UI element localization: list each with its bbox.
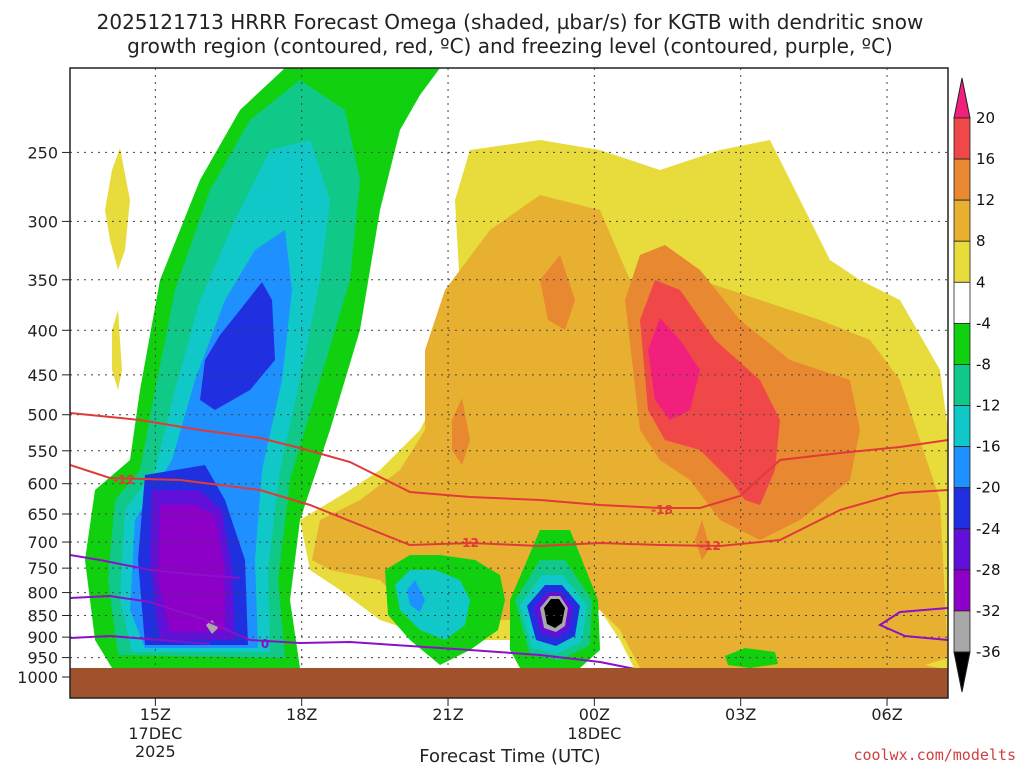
y-tick-label-350: 350 xyxy=(27,271,58,290)
omega-region-left-gray xyxy=(206,620,218,634)
x-tick-label-00Z: 00Z xyxy=(579,705,610,724)
x-tick-label-03Z: 03Z xyxy=(725,705,756,724)
contour-labels: -12 -12 -18 -12 0 xyxy=(113,473,721,651)
colorbar-swatch-2 xyxy=(953,199,971,242)
plot-frame xyxy=(69,67,949,699)
colorbar-label--28: -28 xyxy=(976,561,1001,579)
colorbar-min-triangle xyxy=(953,651,971,693)
y-tick-label-900: 900 xyxy=(27,628,58,647)
omega-region-right-gold xyxy=(312,195,948,668)
omega-region-small-yellow-mid xyxy=(112,310,122,390)
purple-contour-upper xyxy=(70,554,241,579)
omega-region-cell-black xyxy=(544,599,565,628)
colorbar-label-12: 12 xyxy=(976,191,995,209)
y-tick-label-450: 450 xyxy=(27,366,58,385)
x-tick-sublabel-17DEC: 17DEC xyxy=(128,724,182,743)
omega-region-right-magenta xyxy=(648,318,700,420)
purple-contour-right xyxy=(877,607,948,641)
contour-label-3: -18 xyxy=(651,503,673,517)
y-tick-label-700: 700 xyxy=(27,533,58,552)
colorbar-label--8: -8 xyxy=(976,355,991,373)
omega-region-right-orange-small2 xyxy=(695,520,710,560)
colorbar-label-20: 20 xyxy=(976,109,995,127)
y-tick-label-800: 800 xyxy=(27,584,58,603)
colorbar-swatch-11 xyxy=(953,569,971,612)
x-tick-sublabel-2025: 2025 xyxy=(135,742,176,761)
y-axis-ticks: 250 300 350 400 450 500 550 600 650 700 750 800 850 9… xyxy=(17,143,70,687)
colorbar-label--16: -16 xyxy=(976,438,1001,456)
purple-contour-0 xyxy=(70,634,211,645)
x-tick-label-15Z: 15Z xyxy=(140,705,171,724)
omega-region-lower-lightblue xyxy=(407,580,425,612)
omega-region-left-blue-upper xyxy=(200,282,275,410)
chart-title-line-1: 2025121713 HRRR Forecast Omega (shaded, … xyxy=(97,10,924,34)
y-tick-label-650: 650 xyxy=(27,505,58,524)
colorbar-label--36: -36 xyxy=(976,643,1001,661)
contour-label-4: -12 xyxy=(699,539,721,553)
omega-region-small-green-right xyxy=(725,648,778,668)
ground-surface xyxy=(70,668,948,698)
y-tick-label-550: 550 xyxy=(27,442,58,461)
colorbar-swatch-3 xyxy=(953,240,971,283)
omega-region-small-yellow-top xyxy=(105,148,130,270)
y-tick-label-600: 600 xyxy=(27,475,58,494)
contour-label-1: -12 xyxy=(113,473,135,487)
colorbar-label--12: -12 xyxy=(976,397,1001,415)
chart-title-line-2: growth region (contoured, red, ºC) and f… xyxy=(127,34,893,58)
red-contour-upper xyxy=(70,412,948,509)
colorbar-swatch-9 xyxy=(953,487,971,530)
colorbar-label-16: 16 xyxy=(976,150,995,168)
colorbar-swatch-0 xyxy=(953,117,971,160)
grid-lines xyxy=(70,68,948,698)
purple-contour-mid xyxy=(70,594,641,671)
omega-region-small-yellow-right xyxy=(925,658,948,670)
x-axis-title: Forecast Time (UTC) xyxy=(419,746,600,767)
colorbar-label--4: -4 xyxy=(976,314,991,332)
y-tick-label-850: 850 xyxy=(27,607,58,626)
red-contour-lower xyxy=(70,464,948,548)
colorbar: 20 16 12 8 4 -4 -8 -12 -16 -20 -24 -28 -32 -36 xyxy=(953,77,1001,693)
colorbar-swatch-10 xyxy=(953,528,971,571)
credit-text: coolwx.com/modelts xyxy=(853,746,1016,764)
y-tick-label-750: 750 xyxy=(27,559,58,578)
colorbar-swatch-6 xyxy=(953,364,971,406)
colorbar-swatch-1 xyxy=(953,158,971,201)
contour-label-5: 0 xyxy=(261,637,269,651)
y-tick-label-400: 400 xyxy=(27,321,58,340)
omega-region-right-orange xyxy=(540,255,575,330)
x-tick-label-18Z: 18Z xyxy=(286,705,317,724)
colorbar-swatch-7 xyxy=(953,405,971,448)
colorbar-label--32: -32 xyxy=(976,602,1001,620)
x-tick-label-06Z: 06Z xyxy=(871,705,902,724)
omega-shading xyxy=(85,68,948,680)
y-tick-label-500: 500 xyxy=(27,406,58,425)
omega-region-left-purple xyxy=(158,505,225,632)
y-tick-label-250: 250 xyxy=(27,143,58,162)
snow-growth-contours xyxy=(70,412,948,671)
y-tick-label-300: 300 xyxy=(27,212,58,231)
colorbar-max-triangle xyxy=(953,77,971,119)
contour-label-2: -12 xyxy=(457,536,479,550)
x-tick-sublabel-18DEC: 18DEC xyxy=(567,724,621,743)
colorbar-swatch-5 xyxy=(953,322,971,365)
colorbar-label--24: -24 xyxy=(976,520,1001,538)
colorbar-swatch-8 xyxy=(953,446,971,489)
x-tick-label-21Z: 21Z xyxy=(432,705,463,724)
colorbar-label--20: -20 xyxy=(976,479,1001,497)
y-tick-label-950: 950 xyxy=(27,649,58,668)
colorbar-swatch-12 xyxy=(953,610,971,653)
colorbar-swatch-4 xyxy=(953,281,971,324)
y-tick-label-1000: 1000 xyxy=(17,668,58,687)
colorbar-label-4: 4 xyxy=(976,273,986,291)
colorbar-label-8: 8 xyxy=(976,232,986,250)
